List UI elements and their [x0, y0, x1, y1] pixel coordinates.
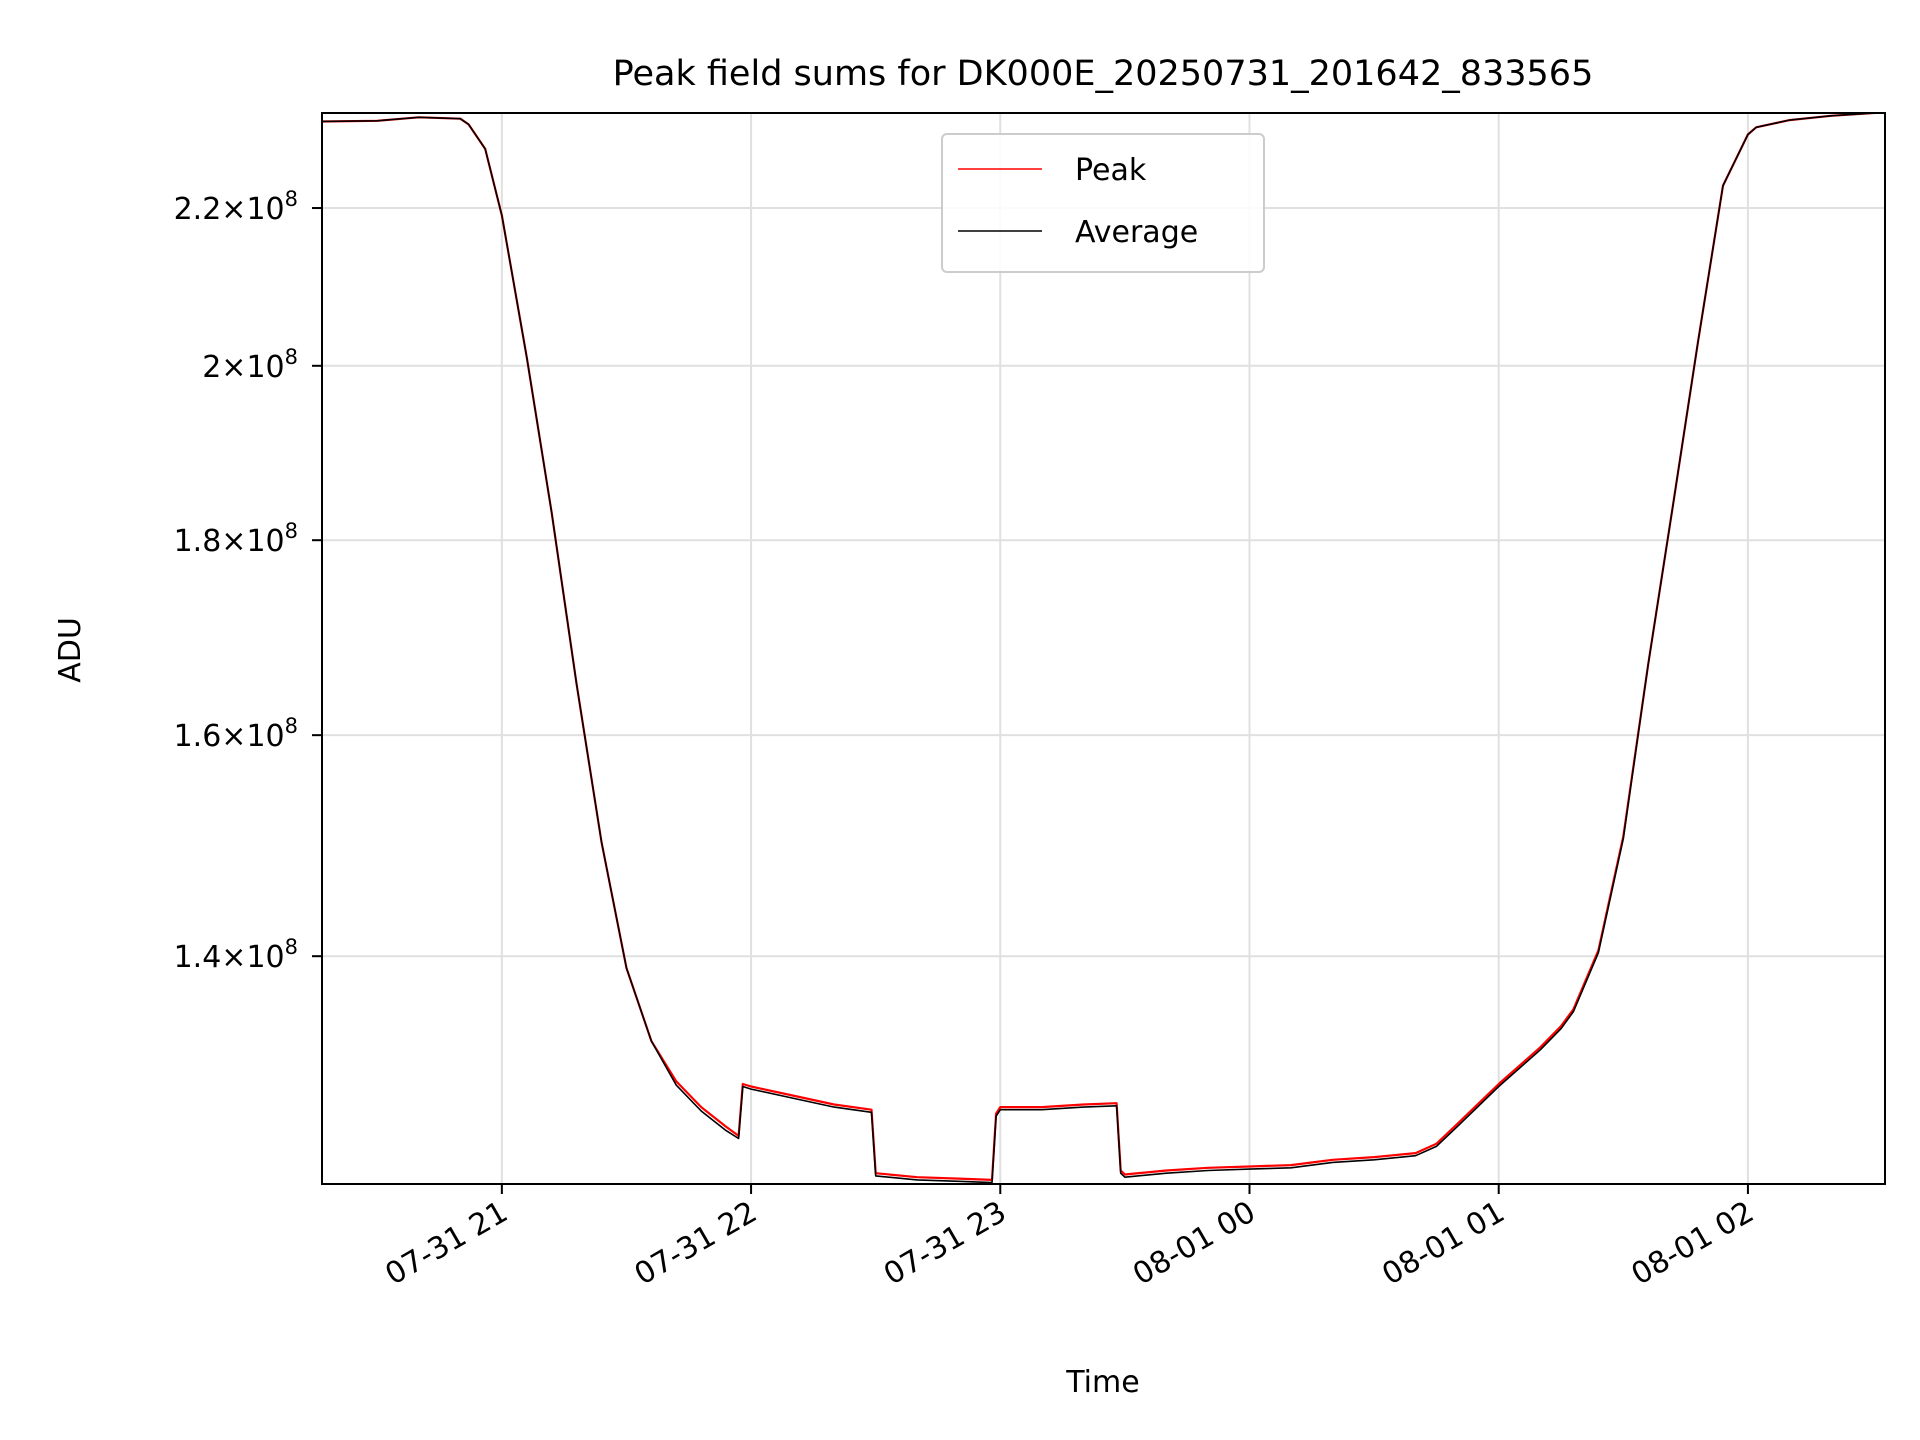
series-lines	[322, 113, 1885, 1184]
y-axis-label: ADU	[53, 617, 88, 683]
series-line-average	[322, 113, 1885, 1184]
y-axis-ticks: 1.4×108 1.6×108 1.8×108 2×108 2.2×108	[174, 187, 322, 975]
x-axis-label: Time	[1065, 1365, 1139, 1400]
y-tick-label: 1.8×108	[174, 519, 298, 559]
plot-frame	[321, 112, 1886, 1185]
y-tick-label: 2.2×108	[174, 187, 298, 227]
legend-label-peak: Peak	[1075, 153, 1147, 188]
y-tick-label: 2×108	[202, 345, 298, 385]
y-tick-label: 1.6×108	[174, 714, 298, 754]
chart-title: Peak field sums for DK000E_20250731_2016…	[613, 54, 1594, 94]
y-tick-label: 1.4×108	[174, 935, 298, 975]
legend: Peak Average	[941, 133, 1265, 273]
legend-label-average: Average	[1075, 215, 1198, 250]
